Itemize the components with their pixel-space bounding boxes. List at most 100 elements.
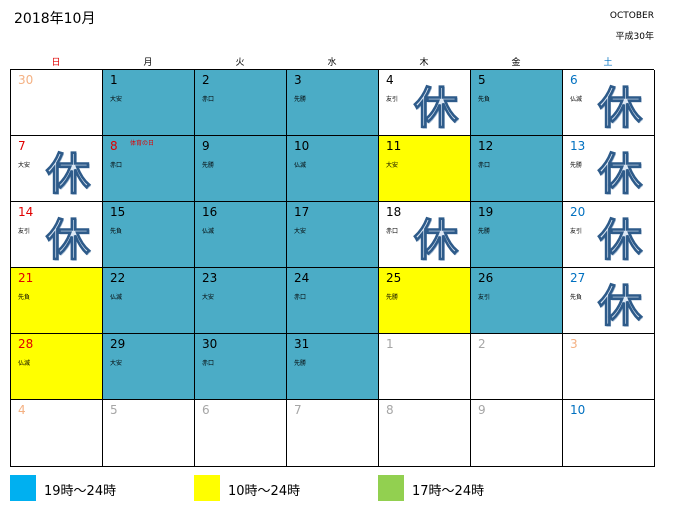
calendar-day-cell[interactable]: 29 大安 xyxy=(103,334,195,400)
day-number: 2 xyxy=(202,73,210,87)
rokuyo-note: 大安 xyxy=(110,96,123,103)
calendar-day-cell[interactable]: 9 先勝 xyxy=(195,136,287,202)
calendar-day-cell[interactable]: 8 体育の日赤口 xyxy=(103,136,195,202)
calendar-day-cell[interactable]: 28 仏滅 xyxy=(11,334,103,400)
legend-item: 19時～24時 xyxy=(10,475,190,501)
calendar-day-cell[interactable]: 3 先勝 xyxy=(287,70,379,136)
day-number: 26 xyxy=(478,271,494,285)
calendar-day-cell[interactable]: 7 大安 休 xyxy=(11,136,103,202)
legend-swatch xyxy=(10,475,36,501)
calendar-day-cell[interactable]: 12 赤口 xyxy=(471,136,563,202)
rokuyo-note: 先勝 xyxy=(570,162,583,169)
rokuyo-note: 先負 xyxy=(110,228,123,235)
rokuyo-note: 仏滅 xyxy=(202,228,215,235)
calendar-day-cell[interactable]: 15 先負 xyxy=(103,202,195,268)
day-number: 1 xyxy=(110,73,118,87)
legend-item: 17時～24時 xyxy=(378,475,558,501)
calendar-day-cell[interactable]: 2 赤口 xyxy=(195,70,287,136)
calendar-day-cell[interactable]: 6 仏滅 休 xyxy=(563,70,655,136)
day-number: 28 xyxy=(18,337,34,351)
calendar-day-cell[interactable]: 31 先勝 xyxy=(287,334,379,400)
calendar-day-cell[interactable]: 16 仏滅 xyxy=(195,202,287,268)
calendar-title: 2018年10月 xyxy=(14,11,96,27)
rokuyo-note: 友引 xyxy=(478,294,491,301)
day-number: 16 xyxy=(202,205,218,219)
calendar-day-cell[interactable]: 27 先負 休 xyxy=(563,268,655,334)
calendar-day-cell[interactable]: 4 xyxy=(11,400,103,467)
weekday-label: 月 xyxy=(143,58,153,68)
calendar-day-cell[interactable]: 1 大安 xyxy=(103,70,195,136)
calendar-day-cell[interactable]: 1 xyxy=(379,334,471,400)
rokuyo-note: 赤口 xyxy=(202,360,215,367)
day-number: 9 xyxy=(478,403,486,417)
calendar-day-cell[interactable]: 24 赤口 xyxy=(287,268,379,334)
calendar-day-cell[interactable]: 25 先勝 xyxy=(379,268,471,334)
day-number: 31 xyxy=(294,337,310,351)
rokuyo-note: 赤口 xyxy=(110,162,123,169)
closed-mark: 休 xyxy=(597,281,642,332)
day-number: 1 xyxy=(386,337,394,351)
day-number: 2 xyxy=(478,337,486,351)
day-number: 7 xyxy=(294,403,302,417)
calendar-day-cell[interactable]: 3 xyxy=(563,334,655,400)
calendar-grid: 30 1 大安 2 赤口 3 先勝 4 友引休 5 先負 6 仏滅休 7 大安休 8 体育の日 赤口 9 先勝 10 仏滅… xyxy=(10,69,655,467)
calendar-day-cell[interactable]: 10 仏滅 xyxy=(287,136,379,202)
calendar-day-cell[interactable]: 11 大安 xyxy=(379,136,471,202)
rokuyo-note: 仏滅 xyxy=(570,96,583,103)
calendar-day-cell[interactable]: 30 赤口 xyxy=(195,334,287,400)
closed-mark: 休 xyxy=(597,215,642,266)
day-number: 17 xyxy=(294,205,310,219)
day-number: 23 xyxy=(202,271,218,285)
calendar-day-cell[interactable]: 30 xyxy=(11,70,103,136)
calendar-day-cell[interactable]: 26 友引 xyxy=(471,268,563,334)
rokuyo-note: 大安 xyxy=(18,162,31,169)
era-year: 平成30年 xyxy=(615,32,654,42)
day-number: 6 xyxy=(202,403,210,417)
rokuyo-note: 先負 xyxy=(570,294,583,301)
rokuyo-note: 赤口 xyxy=(202,96,215,103)
calendar-day-cell[interactable]: 19 先勝 xyxy=(471,202,563,268)
closed-mark: 休 xyxy=(413,83,458,134)
legend-label: 10時～24時 xyxy=(228,484,301,499)
calendar-day-cell[interactable]: 20 友引 休 xyxy=(563,202,655,268)
rokuyo-note: 友引 xyxy=(386,96,399,103)
rokuyo-note: 友引 xyxy=(18,228,31,235)
calendar-day-cell[interactable]: 17 大安 xyxy=(287,202,379,268)
calendar-day-cell[interactable]: 5 先負 xyxy=(471,70,563,136)
day-number: 4 xyxy=(18,403,26,417)
day-number: 5 xyxy=(478,73,486,87)
calendar-day-cell[interactable]: 23 大安 xyxy=(195,268,287,334)
day-number: 18 xyxy=(386,205,402,219)
weekday-label: 水 xyxy=(327,58,337,68)
day-number: 3 xyxy=(294,73,302,87)
calendar-day-cell[interactable]: 14 友引 休 xyxy=(11,202,103,268)
calendar-day-cell[interactable]: 6 xyxy=(195,400,287,467)
day-number: 14 xyxy=(18,205,34,219)
calendar-day-cell[interactable]: 5 xyxy=(103,400,195,467)
rokuyo-note: 先勝 xyxy=(294,360,307,367)
calendar-day-cell[interactable]: 4 友引 休 xyxy=(379,70,471,136)
calendar-day-cell[interactable]: 7 xyxy=(287,400,379,467)
day-number: 10 xyxy=(570,403,586,417)
calendar-day-cell[interactable]: 9 xyxy=(471,400,563,467)
day-number: 9 xyxy=(202,139,210,153)
calendar-day-cell[interactable]: 18 赤口 休 xyxy=(379,202,471,268)
weekday-label: 金 xyxy=(511,58,521,68)
holiday-name: 体育の日 xyxy=(130,140,155,147)
day-number: 8 xyxy=(110,139,118,153)
rokuyo-note: 大安 xyxy=(202,294,215,301)
rokuyo-note: 大安 xyxy=(386,162,399,169)
calendar-day-cell[interactable]: 13 先勝 休 xyxy=(563,136,655,202)
rokuyo-note: 大安 xyxy=(294,228,307,235)
day-number: 27 xyxy=(570,271,586,285)
day-number: 30 xyxy=(18,73,34,87)
closed-mark: 休 xyxy=(597,83,642,134)
calendar-day-cell[interactable]: 2 xyxy=(471,334,563,400)
weekday-label: 火 xyxy=(235,58,245,68)
calendar-day-cell[interactable]: 21 先負 xyxy=(11,268,103,334)
calendar-day-cell[interactable]: 8 xyxy=(379,400,471,467)
calendar-day-cell[interactable]: 10 xyxy=(563,400,655,467)
day-number: 25 xyxy=(386,271,402,285)
calendar-day-cell[interactable]: 22 仏滅 xyxy=(103,268,195,334)
day-number: 21 xyxy=(18,271,34,285)
